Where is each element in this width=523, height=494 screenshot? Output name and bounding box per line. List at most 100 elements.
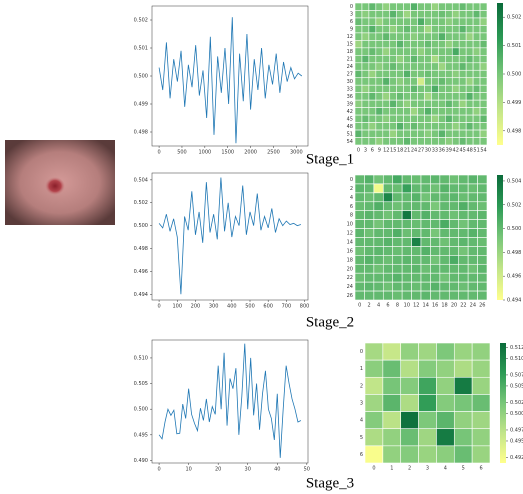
- heatmap-cell: [403, 2, 411, 11]
- heatmap-cell: [361, 55, 370, 64]
- heatmap-cell: [382, 32, 391, 41]
- y-tick-label: 12: [347, 34, 353, 40]
- x-tick-label: 24: [470, 303, 476, 309]
- y-tick-label: 15: [347, 42, 353, 48]
- heatmap-cell: [477, 210, 488, 220]
- heatmap-cell: [396, 2, 404, 11]
- heatmap-cell: [382, 272, 394, 283]
- y-tick-label: 10: [347, 222, 353, 228]
- heatmap-cell: [448, 183, 460, 194]
- heatmap-cell: [417, 10, 425, 19]
- heatmap-cell: [431, 107, 439, 116]
- x-tick-label: 12: [383, 148, 389, 154]
- heatmap-cell: [396, 47, 404, 56]
- heatmap-cell: [411, 228, 422, 238]
- heatmap-cell: [392, 210, 403, 220]
- x-tick-label: 14: [423, 303, 429, 309]
- heatmap-cell: [354, 219, 365, 229]
- heatmap-cell: [479, 55, 488, 64]
- heatmap-cell: [479, 25, 488, 34]
- y-tick-label: 0.498: [134, 246, 148, 252]
- heatmap-cell: [430, 174, 441, 185]
- heatmap-cell: [411, 246, 422, 256]
- heatmap-cell: [458, 92, 467, 101]
- heatmap-cell: [361, 92, 370, 101]
- heatmap-cell: [471, 428, 491, 447]
- heatmap-cell: [396, 84, 404, 93]
- heatmap-cell: [401, 255, 412, 265]
- heatmap-cell: [420, 246, 431, 256]
- heatmap-cell: [420, 210, 431, 220]
- heatmap-cell: [465, 62, 474, 71]
- heatmap-cell: [411, 281, 422, 292]
- heatmap-cell: [438, 10, 446, 19]
- colorbar: [500, 343, 506, 463]
- heatmap-cell: [417, 55, 425, 64]
- heatmap-cell: [479, 84, 488, 93]
- heatmap-cell: [403, 17, 411, 26]
- heatmap-cell: [451, 92, 460, 101]
- heatmap-cell: [354, 122, 363, 131]
- heatmap-cell: [389, 92, 397, 101]
- colorbar-tick-label: 0.494: [507, 298, 521, 304]
- heatmap-cell: [438, 40, 446, 49]
- heatmap-cell: [424, 122, 432, 131]
- heatmap-cell: [420, 201, 431, 212]
- y-tick-label: 6: [350, 19, 353, 25]
- colorbar-tick-label: 0.502: [507, 202, 521, 208]
- heatmap-cell: [431, 55, 439, 64]
- heatmap-cell: [382, 84, 391, 93]
- heatmap-cell: [410, 55, 418, 64]
- heatmap-cell: [389, 62, 397, 71]
- heatmap-cell: [479, 47, 488, 56]
- heatmap-cell: [453, 376, 473, 395]
- heatmap-cell: [417, 40, 425, 49]
- heatmap-cell: [403, 92, 411, 101]
- y-tick-label: 0.495: [134, 432, 148, 438]
- heatmap-cell: [361, 129, 370, 138]
- colorbar-tick-label: 0.500: [510, 411, 523, 417]
- heatmap-cell: [467, 255, 478, 265]
- heatmap-cell: [382, 201, 394, 212]
- x-tick-label: 3: [426, 466, 429, 472]
- heatmap-cell: [389, 84, 397, 93]
- heatmap-cell: [411, 183, 422, 194]
- heatmap-cell: [438, 114, 446, 123]
- heatmap-cell: [424, 32, 432, 41]
- heatmap-cell: [389, 129, 397, 138]
- heatmap-cell: [458, 69, 467, 79]
- heatmap-cell: [396, 55, 404, 64]
- heatmap-cell: [477, 255, 488, 265]
- heatmap-cell: [410, 32, 418, 41]
- heatmap-cell: [458, 122, 467, 131]
- heatmap-cell: [448, 210, 460, 220]
- heatmap-cell: [389, 69, 397, 79]
- heatmap-cell: [467, 183, 478, 194]
- x-tick-label: 0: [157, 304, 160, 310]
- heatmap-cell: [458, 2, 467, 11]
- heatmap-cell: [445, 114, 453, 123]
- heatmap-cell: [465, 25, 474, 34]
- heatmap-cell: [472, 40, 481, 49]
- heatmap-cell: [396, 10, 404, 19]
- x-tick-label: 16: [432, 303, 438, 309]
- heatmap-cell: [420, 237, 431, 247]
- heatmap-cell: [445, 137, 453, 146]
- heatmap-cell: [403, 25, 411, 34]
- heatmap-cell: [472, 32, 481, 41]
- heatmap-cell: [364, 246, 375, 256]
- heatmap-cell: [401, 272, 412, 283]
- heatmap-cell: [410, 84, 418, 93]
- y-tick-label: 0.502: [134, 200, 148, 206]
- heatmap-cell: [417, 32, 425, 41]
- heatmap-cell: [417, 129, 425, 138]
- heatmap-cell: [420, 183, 431, 194]
- heatmap-cell: [472, 10, 481, 19]
- heatmap-cell: [403, 114, 411, 123]
- heatmap-cell: [424, 17, 432, 26]
- heatmap-cell: [479, 77, 488, 86]
- heatmap-cell: [453, 359, 473, 378]
- heatmap-cell: [451, 10, 460, 19]
- heatmap-cell: [364, 174, 375, 185]
- heatmap-cell: [375, 99, 384, 108]
